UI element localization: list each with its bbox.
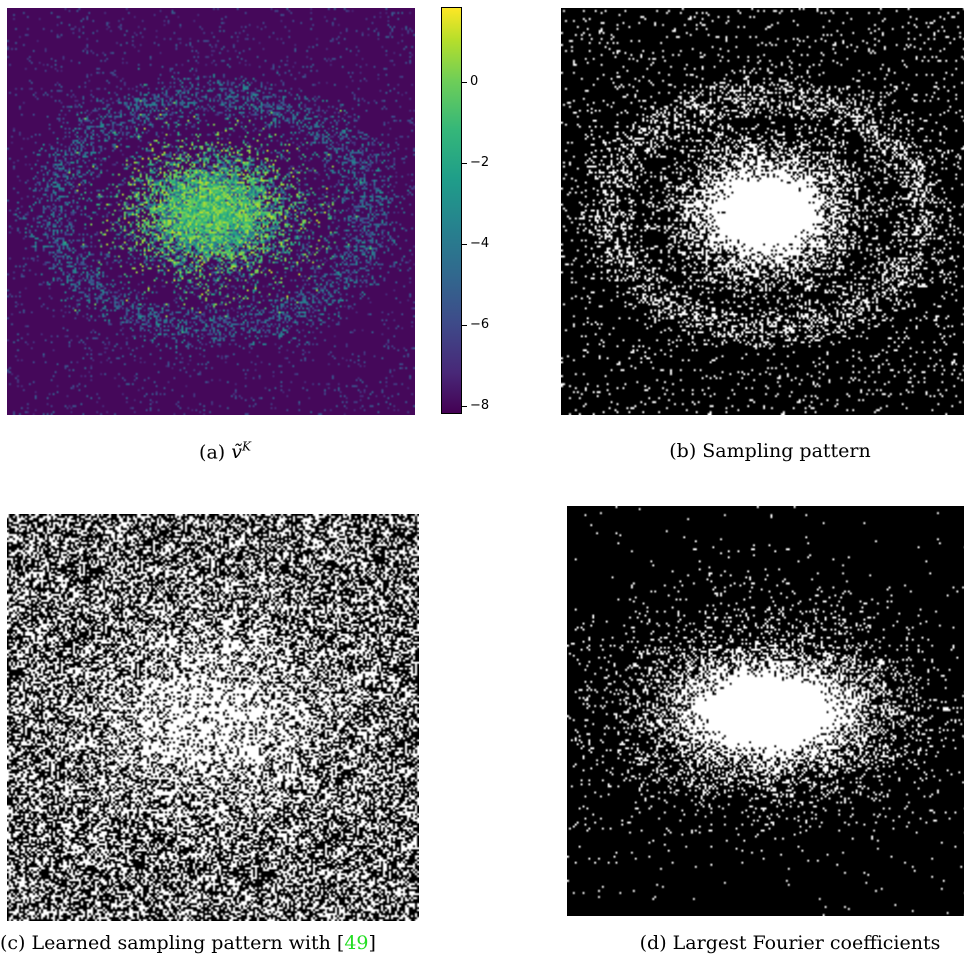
citation-link[interactable]: 49 bbox=[344, 932, 369, 954]
caption-a-prefix: (a) bbox=[199, 441, 232, 464]
panel-d-largest-coefficients bbox=[567, 506, 964, 916]
caption-c-suffix: ] bbox=[368, 932, 376, 954]
colorbar bbox=[441, 7, 462, 414]
panel-b-sampling-pattern bbox=[561, 8, 964, 415]
caption-b: (b) Sampling pattern bbox=[669, 440, 871, 462]
colorbar-label-m6: −6 bbox=[470, 317, 490, 332]
caption-a-math: ṽ bbox=[231, 441, 242, 464]
colorbar-tick-0 bbox=[462, 82, 467, 83]
caption-d: (d) Largest Fourier coefficients bbox=[639, 932, 941, 954]
panel-c-learned-pattern bbox=[7, 514, 419, 921]
colorbar-tick-m4 bbox=[462, 244, 467, 245]
caption-c: (c) Learned sampling pattern with [49] bbox=[0, 932, 400, 954]
colorbar-label-m2: −2 bbox=[470, 155, 490, 170]
colorbar-label-0: 0 bbox=[470, 74, 479, 89]
caption-a: (a) ṽK bbox=[155, 440, 295, 463]
colorbar-label-m8: −8 bbox=[470, 398, 490, 413]
panel-a-heatmap bbox=[7, 8, 415, 415]
colorbar-tick-m2 bbox=[462, 163, 467, 164]
colorbar-label-m4: −4 bbox=[470, 236, 490, 251]
colorbar-tick-m8 bbox=[462, 406, 467, 407]
caption-a-sup: K bbox=[241, 440, 251, 454]
colorbar-tick-m6 bbox=[462, 325, 467, 326]
caption-c-text: (c) Learned sampling pattern with [ bbox=[0, 932, 345, 954]
